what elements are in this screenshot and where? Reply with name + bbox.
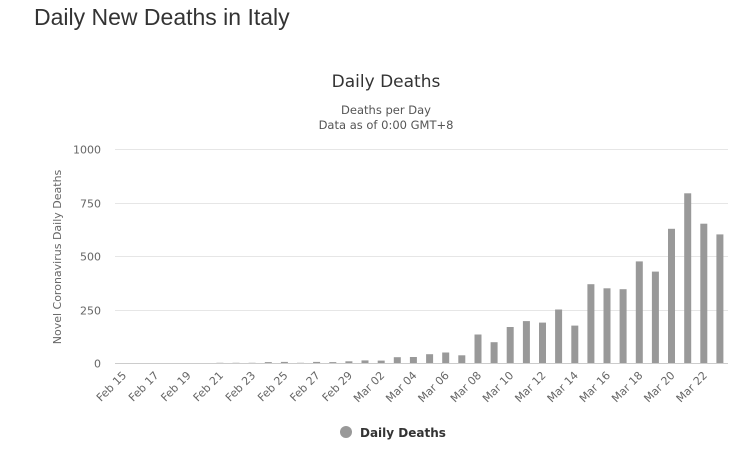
bar[interactable] — [474, 334, 482, 364]
bar[interactable] — [345, 361, 353, 363]
y-tick-label: 250 — [80, 305, 101, 318]
bar[interactable] — [668, 228, 675, 363]
bar[interactable] — [700, 223, 708, 363]
bar[interactable] — [490, 342, 498, 363]
chart-subtitle: Deaths per Day — [341, 103, 431, 117]
x-tick-label: Feb 27 — [287, 369, 322, 404]
chart-subtitle-date: Data as of 0:00 GMT+8 — [319, 118, 454, 132]
bar[interactable] — [635, 261, 643, 363]
x-tick-label: Feb 15 — [94, 369, 129, 404]
x-tick-label: Mar 12 — [512, 369, 548, 405]
bar[interactable] — [426, 354, 434, 363]
bar[interactable] — [619, 289, 627, 363]
bar[interactable] — [571, 325, 579, 363]
x-tick-label: Mar 18 — [609, 369, 645, 405]
bar[interactable] — [587, 284, 595, 363]
x-tick-label: Mar 10 — [480, 369, 516, 405]
bar[interactable] — [555, 309, 563, 364]
legend-item-daily-deaths: Daily Deaths — [360, 426, 446, 440]
x-tick-label: Mar 20 — [641, 369, 677, 405]
bar[interactable] — [361, 360, 369, 363]
bar[interactable] — [313, 361, 321, 363]
y-tick-label: 500 — [80, 251, 101, 264]
bar[interactable] — [716, 234, 724, 363]
bar[interactable] — [651, 271, 659, 363]
bar[interactable] — [506, 327, 514, 363]
x-tick-label: Mar 04 — [383, 369, 419, 405]
x-tick-label: Feb 29 — [320, 369, 355, 404]
y-tick-label: 750 — [80, 198, 101, 211]
x-tick-label: Mar 08 — [448, 369, 484, 405]
x-tick-label: Feb 23 — [223, 369, 258, 404]
bar[interactable] — [458, 355, 466, 363]
x-tick-label: Feb 17 — [126, 369, 161, 404]
legend-marker-daily-deaths — [340, 426, 352, 438]
y-axis-tick-labels: 0 250 500 750 1000 — [73, 144, 101, 371]
x-tick-label: Mar 06 — [416, 369, 452, 405]
page-title: Daily New Deaths in Italy — [34, 4, 290, 30]
bar[interactable] — [409, 357, 417, 363]
grid-lines — [115, 149, 728, 364]
bar[interactable] — [684, 193, 692, 363]
y-axis-label: Novel Coronavirus Daily Deaths — [51, 169, 64, 344]
x-tick-label: Mar 22 — [674, 369, 710, 405]
y-tick-label: 1000 — [73, 144, 101, 157]
bar-series — [216, 193, 724, 364]
bar[interactable] — [329, 362, 337, 363]
x-tick-label: Mar 16 — [577, 369, 613, 405]
bar[interactable] — [442, 352, 450, 364]
x-tick-label: Mar 02 — [351, 369, 387, 405]
chart-title: Daily Deaths — [332, 72, 441, 92]
bar[interactable] — [393, 357, 401, 363]
legend[interactable]: Daily Deaths — [340, 426, 446, 440]
x-tick-label: Feb 19 — [158, 369, 193, 404]
x-tick-label: Feb 21 — [191, 369, 226, 404]
bar[interactable] — [539, 322, 546, 363]
x-tick-label: Mar 14 — [545, 369, 581, 405]
bar[interactable] — [280, 361, 288, 363]
y-tick-label: 0 — [94, 358, 101, 371]
bar[interactable] — [264, 362, 272, 363]
x-tick-label: Feb 25 — [255, 369, 290, 404]
bar[interactable] — [603, 288, 611, 363]
bar[interactable] — [522, 321, 530, 363]
bar[interactable] — [377, 360, 385, 363]
